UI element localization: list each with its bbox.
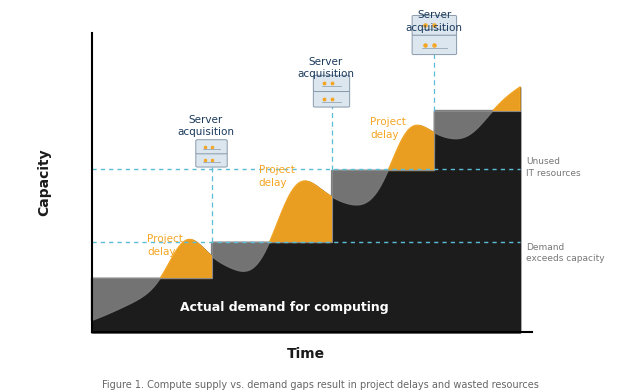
Text: Project
delay: Project delay bbox=[147, 234, 183, 257]
Text: Time: Time bbox=[287, 347, 325, 361]
Text: Project
delay: Project delay bbox=[370, 117, 406, 140]
FancyBboxPatch shape bbox=[314, 75, 349, 92]
Text: Server
acquisition: Server acquisition bbox=[406, 10, 463, 33]
Text: Unused
IT resources: Unused IT resources bbox=[526, 157, 580, 178]
Text: Server
acquisition: Server acquisition bbox=[297, 56, 354, 79]
Text: Actual demand for computing: Actual demand for computing bbox=[180, 301, 388, 314]
Polygon shape bbox=[92, 111, 520, 332]
FancyBboxPatch shape bbox=[412, 35, 456, 54]
FancyBboxPatch shape bbox=[412, 15, 456, 35]
Text: Project
delay: Project delay bbox=[259, 165, 294, 188]
FancyBboxPatch shape bbox=[196, 140, 227, 154]
Text: Capacity: Capacity bbox=[37, 149, 51, 216]
Text: Demand
exceeds capacity: Demand exceeds capacity bbox=[526, 243, 605, 263]
FancyBboxPatch shape bbox=[314, 91, 349, 107]
Text: Figure 1. Compute supply vs. demand gaps result in project delays and wasted res: Figure 1. Compute supply vs. demand gaps… bbox=[102, 380, 538, 390]
FancyBboxPatch shape bbox=[196, 153, 227, 167]
Text: Server
acquisition: Server acquisition bbox=[177, 115, 234, 138]
